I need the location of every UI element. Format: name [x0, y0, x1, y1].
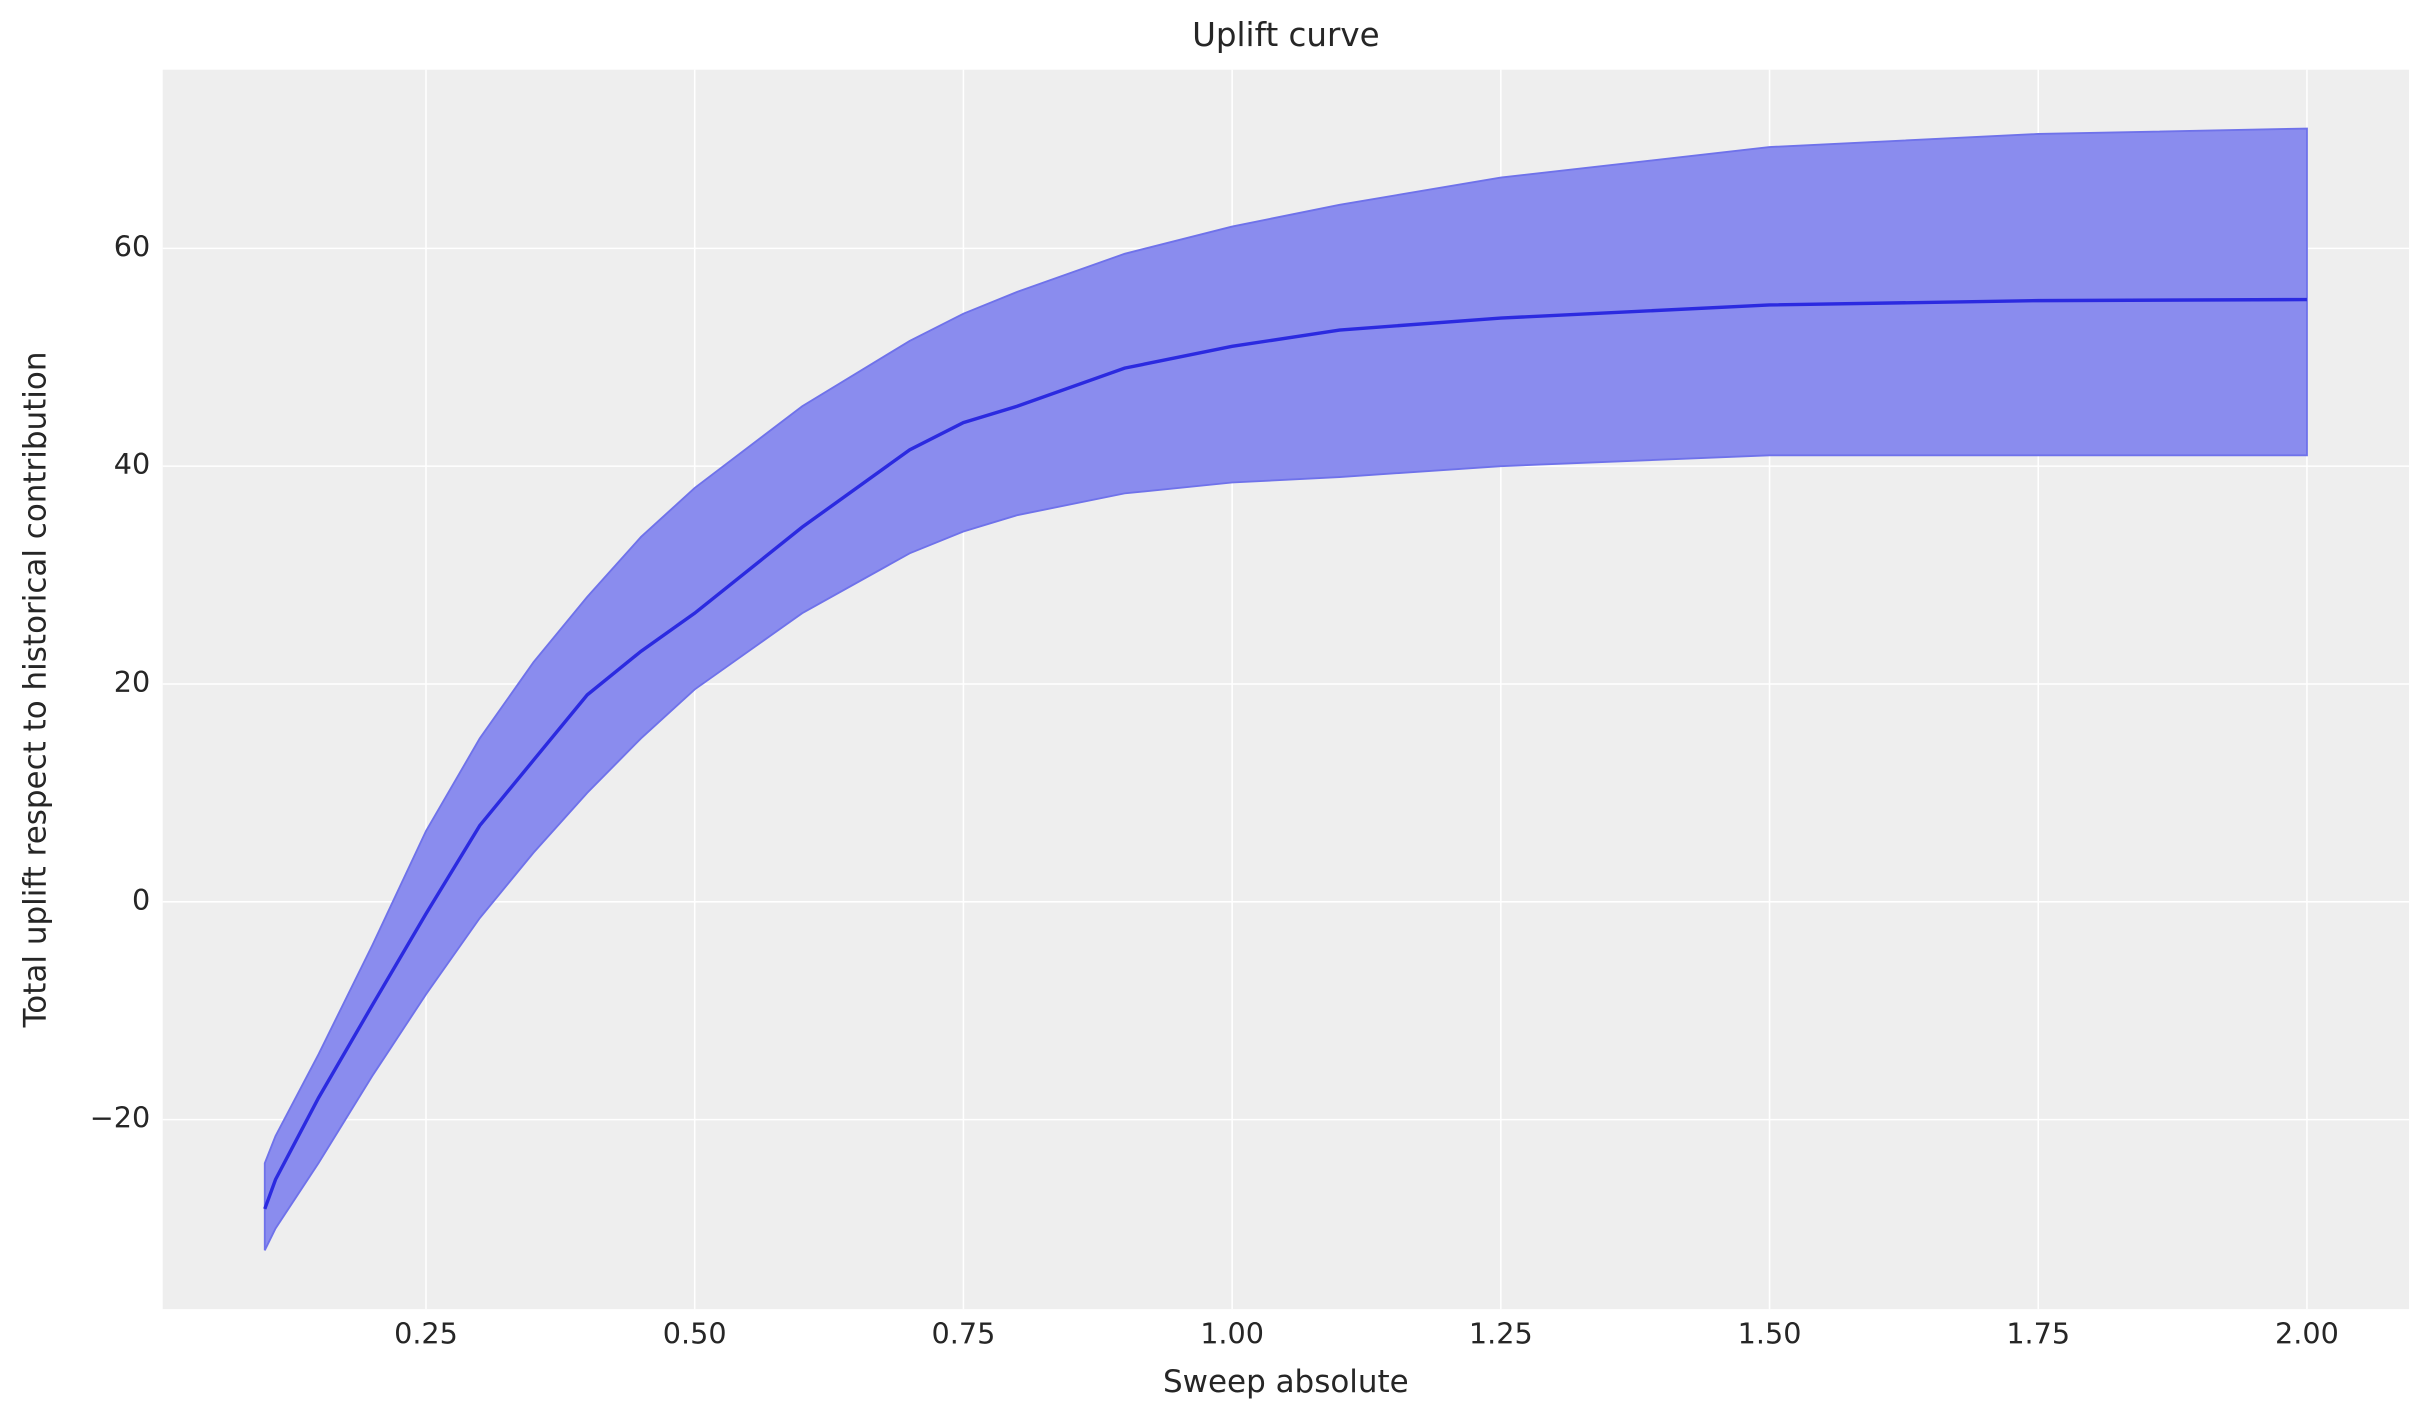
x-tick-label: 1.75	[2006, 1316, 2070, 1350]
x-tick-label: 1.00	[1200, 1316, 1264, 1350]
chart-title: Uplift curve	[1192, 16, 1380, 54]
x-tick-label: 1.50	[1738, 1316, 1802, 1350]
y-tick-label: 60	[114, 229, 150, 263]
x-tick-label: 0.50	[663, 1316, 727, 1350]
y-tick-label: −20	[90, 1101, 150, 1135]
x-tick-label: 1.25	[1469, 1316, 1533, 1350]
x-tick-label: 2.00	[2275, 1316, 2339, 1350]
y-tick-label: 20	[114, 665, 150, 699]
y-tick-label: 40	[114, 447, 150, 481]
mean-line	[263, 297, 2307, 1210]
x-tick-label: 0.75	[932, 1316, 996, 1350]
y-tick-label: 0	[132, 883, 150, 917]
credible-band	[263, 127, 2308, 1251]
x-tick-label: 0.25	[394, 1316, 458, 1350]
y-axis-label: Total uplift respect to historical contr…	[18, 352, 54, 1029]
x-axis-label: Sweep absolute	[1163, 1364, 1409, 1400]
